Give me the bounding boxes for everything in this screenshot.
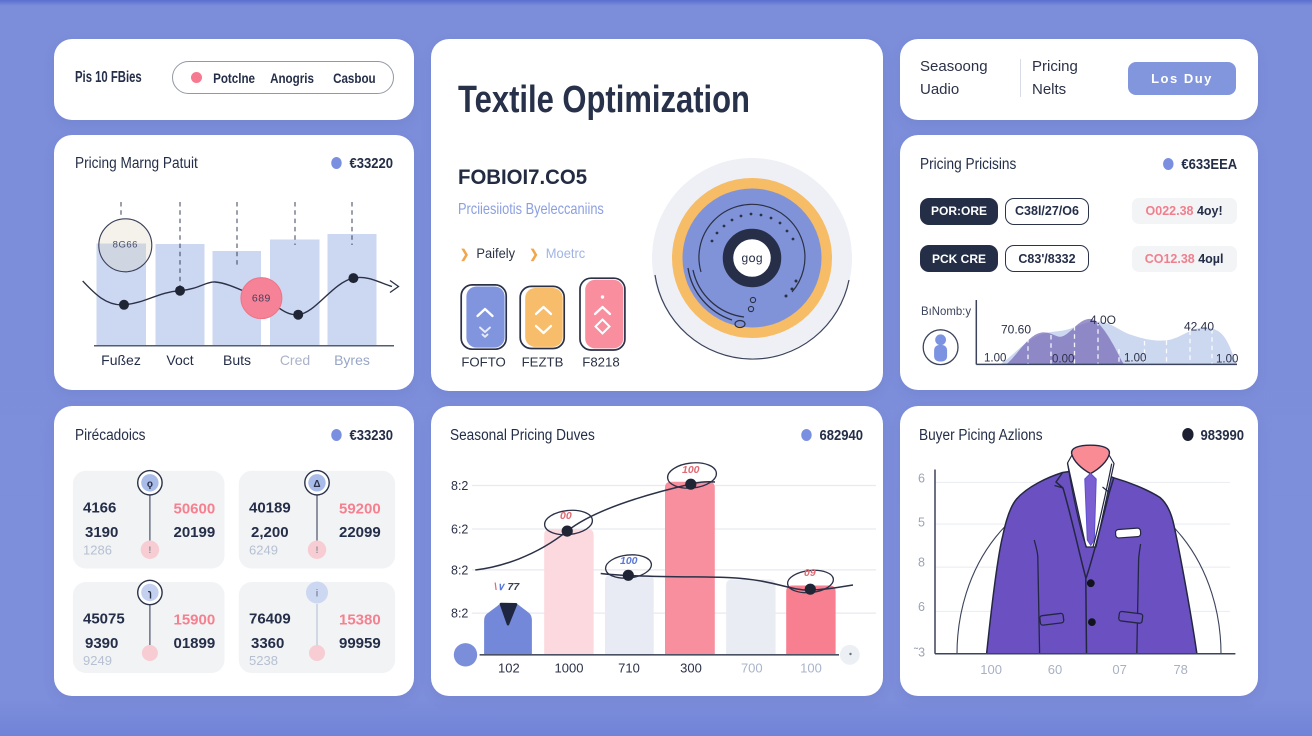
svg-text:9249: 9249: [83, 653, 112, 668]
svg-text:1286: 1286: [83, 543, 112, 558]
svg-text:6: 6: [918, 600, 925, 614]
svg-text:8:2: 8:2: [451, 563, 468, 577]
svg-text:59200: 59200: [339, 501, 381, 518]
svg-text:100: 100: [620, 555, 638, 567]
svg-text:689: 689: [252, 293, 271, 305]
svg-text:8:2: 8:2: [451, 607, 468, 621]
svg-text:ϙ: ϙ: [147, 479, 153, 490]
svg-text:100: 100: [682, 464, 700, 476]
svg-text:ɿ: ɿ: [148, 589, 152, 600]
svg-text:78: 78: [1173, 662, 1187, 677]
svg-text:Fußez: Fußez: [101, 352, 141, 368]
svg-text:76409: 76409: [249, 611, 291, 628]
svg-text:1.00: 1.00: [984, 353, 1006, 365]
svg-text:09: 09: [804, 567, 816, 579]
svg-text:70.60: 70.60: [1001, 323, 1031, 337]
svg-text:4.0O: 4.0O: [1090, 313, 1116, 327]
svg-text:50600: 50600: [174, 501, 216, 518]
svg-text:3190: 3190: [85, 524, 118, 541]
svg-text:Byres: Byres: [334, 352, 370, 368]
svg-text:8G66: 8G66: [113, 240, 138, 251]
svg-text:60: 60: [1048, 662, 1062, 677]
svg-text:!: !: [316, 545, 319, 555]
svg-text:\∨ 77: \∨ 77: [494, 581, 520, 593]
svg-text:g໐g: g໐g: [742, 251, 763, 265]
svg-text:!: !: [148, 545, 151, 555]
svg-text:9390: 9390: [85, 635, 118, 652]
svg-text:2,200: 2,200: [251, 524, 289, 541]
svg-text:15900: 15900: [174, 612, 216, 629]
svg-text:710: 710: [618, 661, 640, 676]
svg-text:Cred: Cred: [280, 352, 310, 368]
svg-text:42.40: 42.40: [1184, 320, 1214, 334]
svg-text:i: i: [316, 589, 318, 600]
svg-text:Buts: Buts: [223, 352, 251, 368]
svg-text:FOFTO: FOFTO: [461, 355, 505, 370]
svg-text:Voct: Voct: [166, 352, 193, 368]
svg-text:22099: 22099: [339, 524, 381, 541]
svg-text:100: 100: [800, 661, 822, 676]
svg-text:6:2: 6:2: [451, 523, 468, 537]
svg-text:6249: 6249: [249, 543, 278, 558]
svg-text:F8218: F8218: [582, 355, 619, 370]
svg-text:8: 8: [918, 556, 925, 570]
svg-text:07: 07: [1112, 662, 1126, 677]
svg-text:3360: 3360: [251, 635, 284, 652]
svg-text:Δ: Δ: [313, 479, 320, 490]
svg-text:FEZTB: FEZTB: [522, 355, 564, 370]
svg-text:6: 6: [918, 471, 925, 485]
svg-text:1000: 1000: [555, 661, 584, 676]
svg-text:5238: 5238: [249, 653, 278, 668]
svg-text:01899: 01899: [174, 635, 216, 652]
svg-text:1.00: 1.00: [1216, 354, 1238, 366]
svg-text:8:2: 8:2: [451, 479, 468, 493]
svg-text:45075: 45075: [83, 611, 125, 628]
svg-text:5: 5: [918, 516, 925, 530]
svg-text:20199: 20199: [174, 524, 216, 541]
svg-text:100: 100: [980, 662, 1002, 677]
svg-text:00: 00: [560, 510, 572, 522]
svg-text:15380: 15380: [339, 612, 381, 629]
svg-text:300: 300: [680, 661, 702, 676]
svg-text:4166: 4166: [83, 499, 116, 516]
svg-text:102: 102: [498, 661, 520, 676]
svg-text:40189: 40189: [249, 499, 291, 516]
svg-text:99959: 99959: [339, 635, 381, 652]
svg-text:700: 700: [741, 661, 763, 676]
svg-text:1.00: 1.00: [1124, 353, 1146, 365]
svg-text:˜3: ˜3: [913, 645, 925, 659]
svg-text:0.00: 0.00: [1052, 354, 1074, 366]
